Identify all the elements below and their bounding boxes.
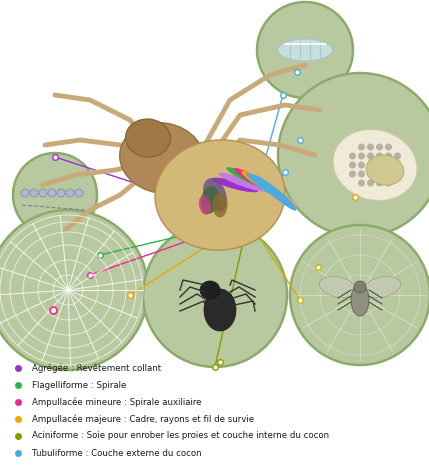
Ellipse shape <box>351 284 369 316</box>
Ellipse shape <box>155 140 285 250</box>
Circle shape <box>39 189 47 197</box>
Circle shape <box>358 153 365 160</box>
Text: Tubuliforme : Couche externe du cocon: Tubuliforme : Couche externe du cocon <box>32 448 202 457</box>
Circle shape <box>358 162 365 169</box>
Text: Flagelliforme : Spirale: Flagelliforme : Spirale <box>32 381 127 390</box>
Circle shape <box>385 144 392 151</box>
Ellipse shape <box>246 173 286 201</box>
Ellipse shape <box>203 178 227 212</box>
Circle shape <box>367 171 374 178</box>
Circle shape <box>376 171 383 178</box>
Circle shape <box>376 153 383 160</box>
Ellipse shape <box>126 119 170 157</box>
Text: Agrégée : Revêtement collant: Agrégée : Revêtement collant <box>32 363 161 373</box>
Circle shape <box>66 189 74 197</box>
Circle shape <box>367 153 374 160</box>
Circle shape <box>75 189 83 197</box>
Circle shape <box>13 153 97 237</box>
Circle shape <box>376 144 383 151</box>
Ellipse shape <box>252 174 292 206</box>
Ellipse shape <box>366 155 404 185</box>
Circle shape <box>358 144 365 151</box>
Circle shape <box>385 179 392 187</box>
Ellipse shape <box>200 281 220 299</box>
Circle shape <box>0 210 148 370</box>
Circle shape <box>394 171 401 178</box>
Circle shape <box>21 189 29 197</box>
Ellipse shape <box>278 39 332 61</box>
Ellipse shape <box>120 123 204 193</box>
Ellipse shape <box>363 276 401 298</box>
Circle shape <box>278 73 429 237</box>
Circle shape <box>257 2 353 98</box>
Circle shape <box>385 153 392 160</box>
Ellipse shape <box>204 289 236 331</box>
Circle shape <box>349 171 356 178</box>
Ellipse shape <box>212 193 227 218</box>
Circle shape <box>394 162 401 169</box>
Circle shape <box>385 162 392 169</box>
Circle shape <box>367 162 374 169</box>
Circle shape <box>48 189 56 197</box>
Text: Aciniforme : Soie pour enrober les proies et couche interne du cocon: Aciniforme : Soie pour enrober les proie… <box>32 431 329 440</box>
Circle shape <box>376 162 383 169</box>
Circle shape <box>57 189 65 197</box>
Circle shape <box>394 153 401 160</box>
Ellipse shape <box>234 168 274 192</box>
Ellipse shape <box>260 179 296 211</box>
Circle shape <box>367 179 374 187</box>
Circle shape <box>349 153 356 160</box>
Circle shape <box>143 223 287 367</box>
Circle shape <box>290 225 429 365</box>
Ellipse shape <box>201 186 219 214</box>
Ellipse shape <box>241 171 279 195</box>
Circle shape <box>358 179 365 187</box>
Ellipse shape <box>333 130 417 201</box>
Text: Ampullacée majeure : Cadre, rayons et fil de survie: Ampullacée majeure : Cadre, rayons et fi… <box>32 414 254 424</box>
Circle shape <box>358 171 365 178</box>
Circle shape <box>367 144 374 151</box>
Text: Ampullacée mineure : Spirale auxiliaire: Ampullacée mineure : Spirale auxiliaire <box>32 397 202 407</box>
Circle shape <box>349 162 356 169</box>
Ellipse shape <box>218 173 266 191</box>
Circle shape <box>376 179 383 187</box>
Ellipse shape <box>226 167 270 189</box>
Ellipse shape <box>199 195 211 215</box>
Circle shape <box>30 189 38 197</box>
Ellipse shape <box>212 178 258 192</box>
Ellipse shape <box>319 276 356 298</box>
Circle shape <box>385 171 392 178</box>
Ellipse shape <box>354 281 366 293</box>
